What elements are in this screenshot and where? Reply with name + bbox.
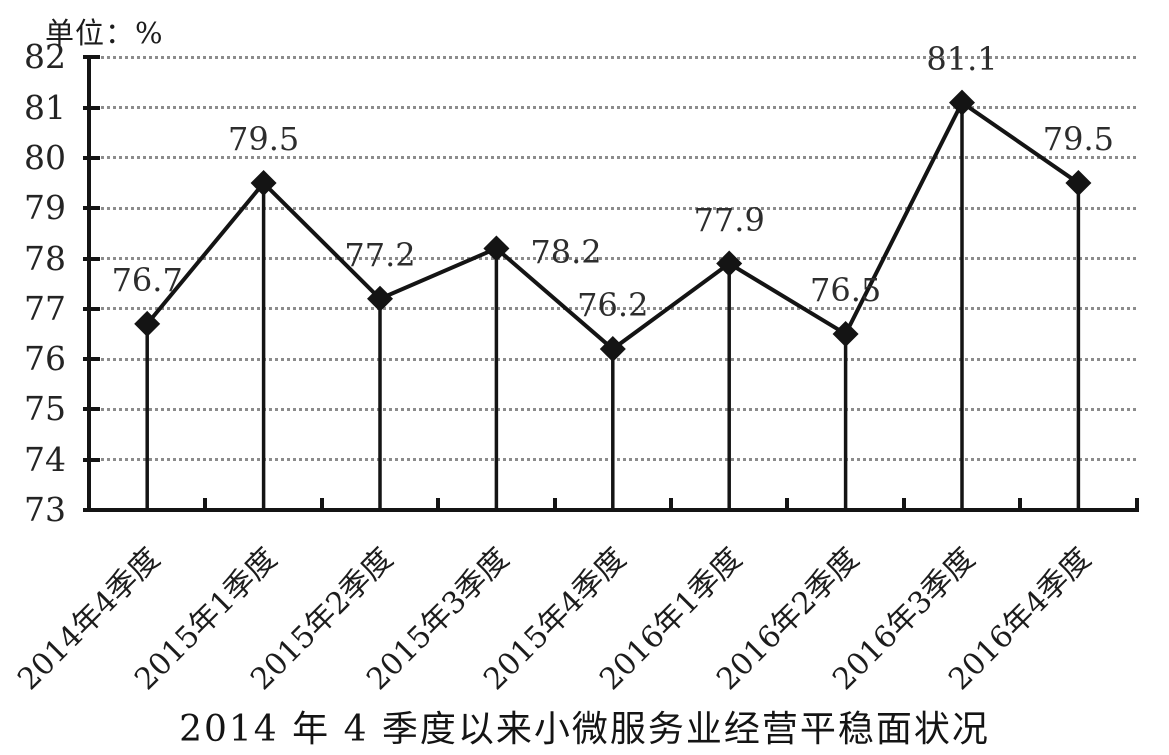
x-axis-tick (669, 498, 673, 510)
gridline (89, 55, 1137, 59)
gridline (89, 156, 1137, 160)
data-point-marker (250, 170, 277, 197)
x-axis-tick (319, 498, 324, 510)
x-axis-tick (901, 498, 906, 510)
y-axis-tick (83, 457, 100, 462)
data-point-label: 77.9 (693, 200, 765, 239)
x-axis-line (87, 508, 1139, 512)
y-axis-tick (83, 206, 100, 211)
y-axis-label: 82 (24, 37, 66, 77)
data-point-marker (134, 310, 161, 337)
data-point-label: 81.1 (926, 39, 998, 78)
y-axis-label: 81 (24, 87, 66, 127)
y-axis-label: 80 (24, 137, 66, 177)
x-axis-tick (1018, 498, 1023, 510)
y-axis-tick (83, 256, 100, 261)
data-point-marker (1065, 170, 1092, 197)
x-axis-tick (785, 498, 790, 510)
x-axis-tick (203, 498, 208, 510)
data-point-label: 76.7 (111, 260, 183, 299)
data-point-marker (483, 235, 510, 262)
y-axis-tick (83, 105, 100, 110)
y-axis-line (87, 55, 91, 512)
data-point-marker (367, 285, 393, 312)
data-point-label: 76.2 (577, 286, 649, 325)
x-axis-tick (552, 498, 557, 510)
y-axis-label: 79 (24, 188, 66, 228)
data-point-label: 76.5 (809, 270, 882, 309)
data-point-label: 77.2 (344, 235, 416, 274)
y-axis-tick (83, 306, 100, 311)
y-axis-label: 78 (24, 238, 66, 278)
data-point-label: 78.2 (530, 233, 602, 272)
y-axis-label: 76 (24, 339, 66, 379)
data-point-marker (716, 250, 743, 277)
data-point-marker (832, 320, 859, 347)
data-point-label: 79.5 (227, 120, 300, 159)
y-axis-tick (83, 357, 100, 362)
gridline (89, 106, 1137, 110)
y-axis-label: 74 (24, 439, 66, 479)
y-axis-tick (83, 55, 100, 60)
y-axis-label: 77 (24, 288, 66, 328)
y-axis-tick (83, 407, 100, 412)
data-point-marker (949, 89, 975, 116)
unit-label: 单位：% (45, 16, 164, 50)
chart-title: 2014 年 4 季度以来小微服务业经营平稳面状况 (179, 709, 990, 750)
x-axis-tick (436, 498, 441, 510)
y-axis-label: 75 (24, 389, 66, 429)
data-point-label: 79.5 (1042, 120, 1115, 159)
gridline (89, 307, 1137, 311)
data-point-marker (599, 336, 626, 363)
gridline (89, 257, 1137, 260)
y-axis-tick (83, 155, 100, 160)
y-axis-label: 73 (24, 490, 66, 529)
x-axis-tick (1134, 498, 1139, 510)
gridline (89, 206, 1137, 210)
